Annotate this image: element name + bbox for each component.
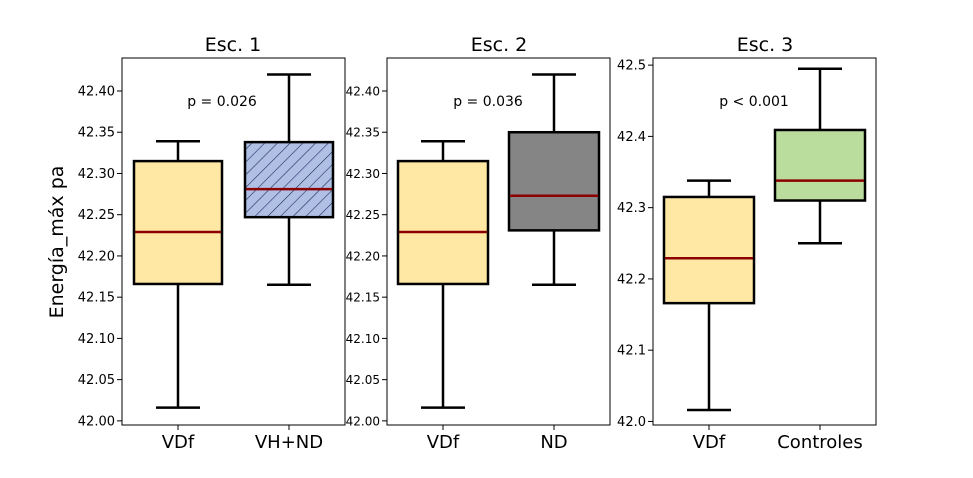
category-label: VH+ND <box>255 432 323 453</box>
y-tick-label: 42.20 <box>346 249 380 263</box>
y-tick-label: 42.00 <box>346 414 380 428</box>
y-tick-label: 42.5 <box>617 59 646 74</box>
y-tick-label: 42.1 <box>617 344 646 359</box>
y-tick-label: 42.00 <box>78 414 115 429</box>
y-tick-label: 42.35 <box>78 126 115 141</box>
y-tick-label: 42.15 <box>78 291 115 306</box>
p-value-annotation: p = 0.036 <box>453 94 523 110</box>
y-tick-label: 42.0 <box>617 415 646 430</box>
iqr-box-outline <box>773 128 867 202</box>
category-label: ND <box>540 432 567 453</box>
plot-frame <box>121 57 346 426</box>
p-value-annotation: p = 0.026 <box>187 94 257 110</box>
panel-title: Esc. 2 <box>471 34 528 56</box>
y-axis-label: Energía_máx pa <box>46 166 68 319</box>
y-tick-label: 42.05 <box>346 373 380 387</box>
box-vdf <box>396 140 490 409</box>
y-tick-label: 42.15 <box>346 291 380 305</box>
y-tick-label: 42.40 <box>346 84 380 98</box>
p-value-annotation: p < 0.001 <box>719 94 789 110</box>
y-tick-label: 42.35 <box>346 126 380 140</box>
iqr-box <box>134 161 222 284</box>
iqr-box-outline <box>243 140 335 219</box>
iqr-box-outline <box>507 130 601 232</box>
y-tick-label: 42.40 <box>78 84 115 99</box>
y-tick-label: 42.20 <box>78 249 115 264</box>
iqr-box <box>775 129 865 201</box>
y-tick-label: 42.30 <box>78 167 115 182</box>
box-vdf <box>662 179 756 412</box>
y-tick-label: 42.10 <box>346 332 380 346</box>
y-tick-label: 42.4 <box>617 130 646 145</box>
y-tick-label: 42.30 <box>346 167 380 181</box>
plot-frame <box>386 57 611 426</box>
panel-1: Esc. 1 42.00 42.05 42.10 42.15 42.20 42.25 42.3… <box>78 34 346 453</box>
iqr-box <box>398 161 488 284</box>
category-label: VDf <box>427 432 460 453</box>
y-tick-label: 42.05 <box>78 373 115 388</box>
box-controles <box>773 67 867 245</box>
category-label: VDf <box>162 432 195 453</box>
box-vh-nd <box>243 73 335 287</box>
iqr-box-outline <box>132 159 224 286</box>
iqr-box-outline <box>396 159 490 286</box>
panel-title: Esc. 1 <box>205 34 262 56</box>
box-vdf <box>132 140 224 409</box>
category-label: VDf <box>693 432 726 453</box>
panel-3: Esc. 3 42.0 42.1 42.2 42.3 42.4 42.5 p < 0.001 V… <box>617 34 877 453</box>
y-tick-label: 42.25 <box>346 208 380 222</box>
category-label: Controles <box>777 432 863 453</box>
panel-2: Esc. 2 42.00 42.05 42.10 42.15 42.20 42.25 42.3… <box>346 34 611 453</box>
y-tick-label: 42.3 <box>617 201 646 216</box>
iqr-box-hatch <box>245 142 333 218</box>
iqr-box <box>509 132 599 231</box>
iqr-box <box>664 196 754 304</box>
box-nd <box>507 73 601 287</box>
iqr-box-outline <box>662 195 756 305</box>
plot-frame <box>652 57 877 426</box>
panel-title: Esc. 3 <box>737 34 794 56</box>
y-tick-label: 42.2 <box>617 272 646 287</box>
y-tick-label: 42.10 <box>78 332 115 347</box>
y-tick-label: 42.25 <box>78 208 115 223</box>
